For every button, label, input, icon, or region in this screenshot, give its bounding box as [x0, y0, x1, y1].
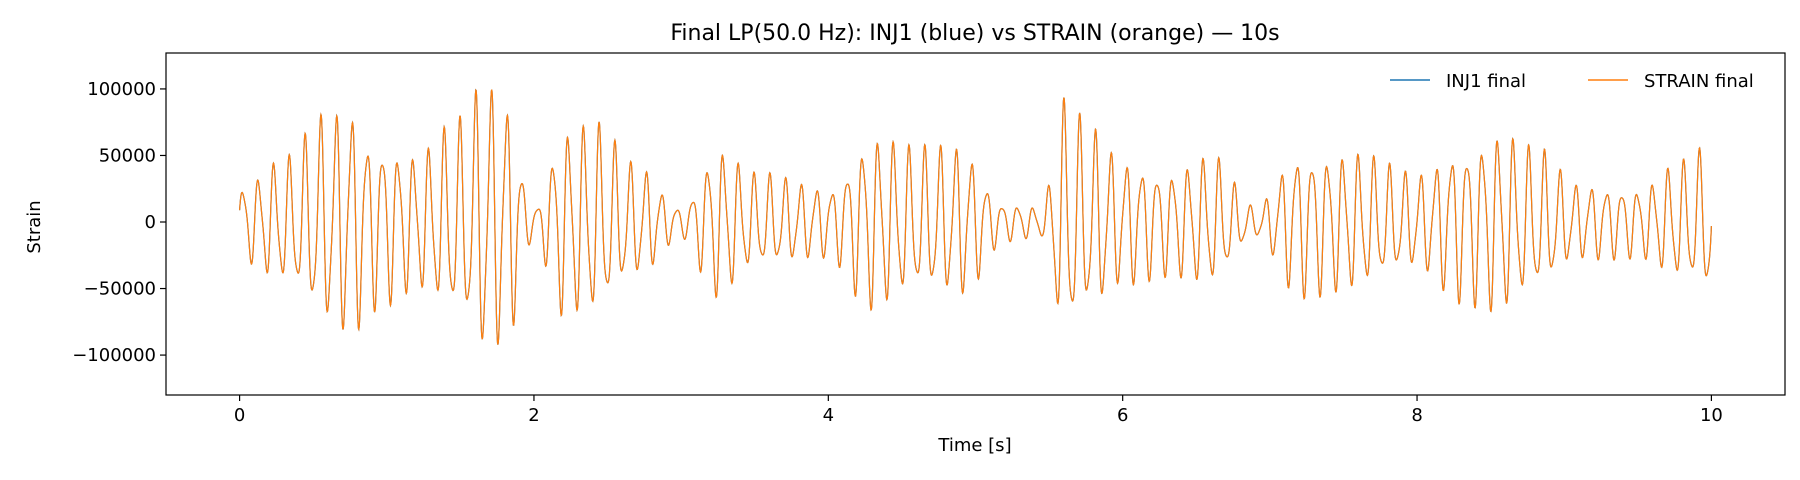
x-tick-label: 6 [1117, 405, 1128, 426]
x-tick-label: 8 [1411, 405, 1422, 426]
x-tick-label: 2 [528, 405, 539, 426]
y-axis-label: Strain [24, 200, 45, 253]
x-axis-label: Time [s] [937, 435, 1011, 456]
legend-label: STRAIN final [1644, 71, 1754, 92]
x-tick-label: 10 [1700, 405, 1723, 426]
y-tick-label: −100000 [72, 345, 156, 366]
y-tick-label: −50000 [84, 279, 156, 300]
series-line-strain-final [238, 88, 1713, 345]
x-tick-label: 0 [234, 405, 245, 426]
plot-frame [165, 52, 1786, 396]
plot-area [165, 52, 1786, 396]
y-tick-label: 0 [145, 212, 156, 233]
x-axis: 0 2 4 6 8 10 [234, 395, 1723, 426]
y-tick-label: 100000 [87, 79, 156, 100]
y-tick-label: 50000 [99, 145, 156, 166]
legend: INJ1 final STRAIN final [1390, 71, 1754, 92]
x-tick-label: 4 [823, 405, 834, 426]
legend-label: INJ1 final [1446, 71, 1526, 92]
chart-title: Final LP(50.0 Hz): INJ1 (blue) vs STRAIN… [670, 21, 1279, 46]
y-axis: −100000 −50000 0 50000 100000 [72, 79, 166, 366]
